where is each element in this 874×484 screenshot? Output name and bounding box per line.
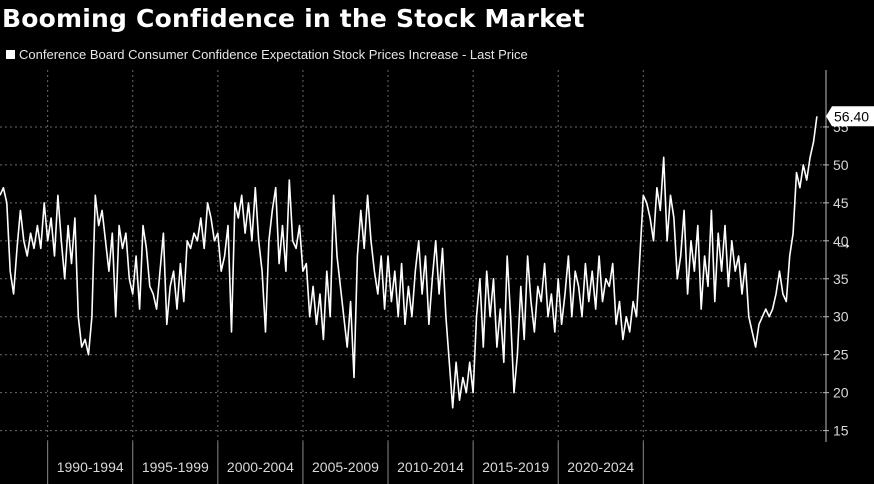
x-tick-label: 2020-2024 xyxy=(567,459,634,475)
y-tick-label: 40 xyxy=(833,233,849,249)
y-tick-label: 50 xyxy=(833,157,849,173)
series-line xyxy=(0,116,818,409)
y-tick-label: 35 xyxy=(833,271,849,287)
legend: Conference Board Consumer Confidence Exp… xyxy=(6,47,528,62)
last-value-box xyxy=(826,106,874,127)
y-tick-label: 25 xyxy=(833,347,849,363)
legend-swatch xyxy=(6,50,15,59)
arrow-right-icon[interactable]: → xyxy=(835,233,853,253)
y-tick-label: 45 xyxy=(833,195,849,211)
y-tick-label: 30 xyxy=(833,309,849,325)
x-tick-label: 2010-2014 xyxy=(397,459,464,475)
x-tick-label: 2015-2019 xyxy=(482,459,549,475)
x-tick-label: 2000-2004 xyxy=(227,459,294,475)
y-tick-label: 15 xyxy=(833,423,849,439)
legend-label: Conference Board Consumer Confidence Exp… xyxy=(19,47,528,62)
x-tick-label: 1995-1999 xyxy=(142,459,209,475)
x-tick-label: 1990-1994 xyxy=(57,459,124,475)
y-tick-label: 20 xyxy=(833,385,849,401)
x-tick-label: 2005-2009 xyxy=(312,459,379,475)
chart-title: Booming Confidence in the Stock Market xyxy=(2,4,585,33)
last-value-label: 56.40 xyxy=(834,108,869,124)
